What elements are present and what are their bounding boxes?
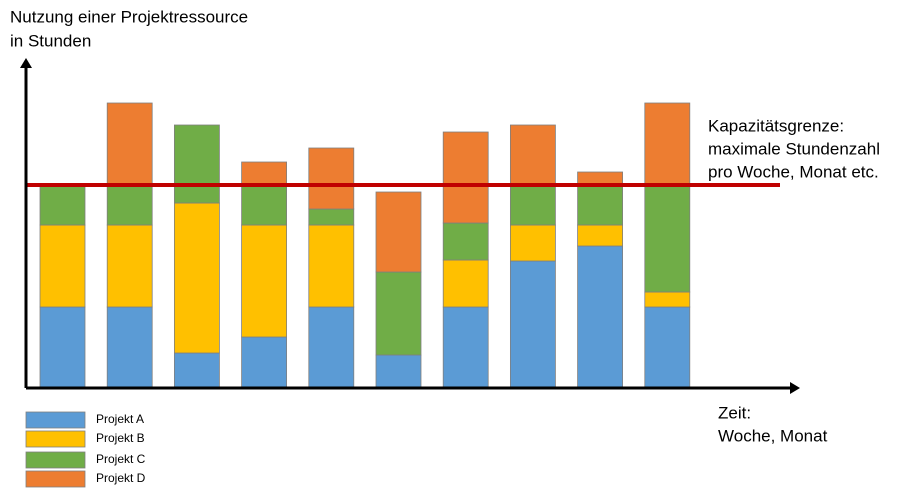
bar-segment — [442, 306, 489, 389]
bar-segment — [241, 185, 288, 226]
bar-segment — [39, 185, 86, 226]
bar-segment — [106, 306, 153, 389]
bar-segment — [173, 124, 220, 204]
bar-segment — [509, 224, 556, 262]
bar-segment — [308, 208, 355, 226]
bar-segment — [644, 102, 691, 187]
bar-segment — [375, 191, 422, 273]
bar-segment — [308, 147, 355, 210]
bar-segment — [106, 102, 153, 187]
bar-segment — [442, 222, 489, 261]
bar-segment — [442, 131, 489, 224]
bar-segment — [308, 224, 355, 308]
y-axis-label: Nutzung einer Projektressource — [10, 7, 248, 26]
legend-label: Projekt A — [96, 412, 144, 426]
legend-swatch — [25, 430, 86, 448]
legend-swatch — [25, 451, 86, 469]
bar-segment — [375, 354, 422, 389]
bar-segment — [509, 260, 556, 389]
capacity-label: Kapazitätsgrenze: — [708, 116, 844, 135]
capacity-label: pro Woche, Monat etc. — [708, 162, 879, 181]
bar-segment — [509, 124, 556, 187]
bar-segment — [173, 352, 220, 389]
x-axis-label: Zeit: — [718, 403, 751, 422]
bar-segment — [39, 306, 86, 389]
y-axis-label: in Stunden — [10, 31, 91, 50]
y-axis-arrow — [20, 58, 32, 68]
x-axis-label: Woche, Monat — [718, 426, 828, 445]
bar-segment — [241, 224, 288, 338]
bar-segment — [644, 185, 691, 293]
bar-segment — [308, 306, 355, 389]
bar-segment — [241, 336, 288, 389]
bar-segment — [173, 202, 220, 354]
bar-segment — [241, 161, 288, 187]
x-axis-arrow — [790, 382, 800, 394]
legend-label: Projekt B — [96, 431, 145, 445]
capacity-label: maximale Stundenzahl — [708, 139, 880, 158]
bar-segment — [577, 224, 623, 247]
bar-segment — [644, 306, 691, 389]
bar-segment — [106, 224, 153, 308]
bar-segment — [442, 259, 489, 308]
legend-label: Projekt D — [96, 471, 146, 485]
bar-segment — [39, 224, 86, 308]
bar-segment — [577, 185, 623, 226]
bar-segment — [509, 185, 556, 226]
bar-segment — [375, 271, 422, 356]
bar-segment — [106, 185, 153, 226]
bar-segment — [644, 291, 691, 308]
legend-swatch — [25, 470, 86, 488]
bar-segment — [577, 245, 623, 389]
legend-label: Projekt C — [96, 452, 146, 466]
legend-swatch — [25, 411, 86, 429]
